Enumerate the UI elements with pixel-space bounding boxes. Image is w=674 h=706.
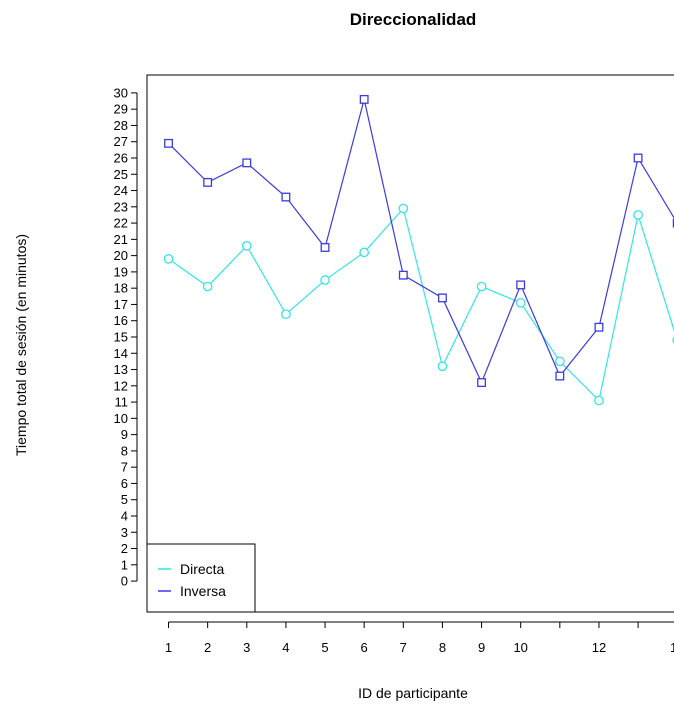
y-tick-label: 2	[121, 541, 128, 556]
data-point	[281, 192, 291, 202]
y-tick-label: 9	[121, 427, 128, 442]
data-point	[203, 177, 213, 187]
y-tick-label: 11	[115, 395, 129, 410]
x-tick-label: 5	[321, 640, 328, 655]
data-point	[398, 203, 409, 214]
x-tick-label: 1	[165, 640, 172, 655]
y-tick-label: 21	[114, 232, 128, 247]
data-point	[359, 247, 370, 258]
y-tick-label: 23	[114, 199, 128, 214]
y-axis-label: Tiempo total de sesión (en minutos)	[13, 234, 29, 456]
x-tick-label: 8	[439, 640, 446, 655]
data-point	[555, 371, 565, 381]
series-directa	[163, 203, 674, 406]
y-tick-label: 7	[121, 460, 128, 475]
x-tick-label: 7	[400, 640, 407, 655]
y-tick-label: 22	[114, 216, 128, 231]
y-tick-label: 24	[114, 183, 128, 198]
y-tick-label: 6	[121, 476, 128, 491]
y-tick-label: 25	[114, 167, 128, 182]
y-tick-label: 10	[114, 411, 128, 426]
legend: Directa Inversa	[146, 543, 256, 613]
data-point	[281, 309, 291, 320]
y-tick-label: 1	[121, 557, 128, 572]
data-point	[476, 281, 487, 292]
x-tick-label: 4	[282, 640, 289, 655]
y-tick-label: 12	[114, 378, 128, 393]
y-tick-label: 15	[114, 329, 128, 344]
y-tick-label: 4	[121, 508, 128, 523]
y-tick-label: 8	[121, 443, 128, 458]
data-point	[633, 210, 643, 220]
x-axis-label: ID de participante	[358, 685, 468, 701]
data-point	[477, 378, 487, 388]
data-point	[437, 293, 447, 303]
series-line	[168, 99, 674, 385]
y-tick-label: 29	[114, 102, 128, 117]
data-point	[516, 280, 526, 290]
y-tick-label: 26	[114, 150, 128, 165]
y-tick-label: 3	[121, 525, 128, 540]
y-tick-label: 17	[114, 297, 128, 312]
y-tick-label: 30	[114, 85, 128, 100]
y-tick-label: 20	[114, 248, 128, 263]
data-point	[437, 361, 448, 372]
data-point	[554, 356, 565, 367]
data-point	[515, 297, 526, 308]
data-point	[594, 322, 604, 332]
y-tick-label: 13	[114, 362, 128, 377]
y-tick-label: 14	[114, 346, 128, 361]
y-tick-label: 27	[114, 134, 128, 149]
x-tick-label: 2	[204, 640, 211, 655]
chart-title: Direccionalidad	[350, 10, 477, 29]
y-tick-label: 16	[114, 313, 128, 328]
legend-label: Directa	[180, 561, 225, 577]
data-point	[163, 254, 174, 264]
series-inversa	[164, 94, 674, 388]
data-point	[398, 270, 408, 280]
y-tick-label: 28	[114, 118, 128, 133]
data-point	[320, 275, 330, 285]
data-point	[320, 243, 330, 252]
y-axis: 0123456789101112131415161718192021222324…	[114, 85, 138, 589]
data-point	[359, 94, 369, 104]
x-tick-label: 3	[243, 640, 250, 655]
data-point	[164, 138, 173, 148]
y-tick-label: 5	[121, 492, 128, 507]
x-tick-label: 6	[361, 640, 368, 655]
data-point	[202, 281, 213, 292]
x-tick-label: 10	[513, 640, 527, 655]
y-tick-label: 0	[121, 574, 128, 589]
legend-box	[146, 543, 256, 613]
data-point	[594, 395, 604, 406]
data-point	[242, 158, 252, 168]
y-tick-label: 18	[114, 281, 128, 296]
data-point	[633, 153, 643, 163]
series-layer	[163, 94, 674, 406]
y-tick-label: 19	[114, 264, 128, 279]
plot-frame	[146, 74, 674, 613]
x-axis: 123456789101214	[165, 621, 674, 655]
series-line	[168, 207, 674, 402]
data-point	[241, 241, 252, 251]
x-tick-label: 9	[478, 640, 485, 655]
x-tick-label: 14	[670, 640, 674, 655]
x-tick-label: 12	[592, 640, 606, 655]
legend-label: Inversa	[180, 583, 226, 599]
